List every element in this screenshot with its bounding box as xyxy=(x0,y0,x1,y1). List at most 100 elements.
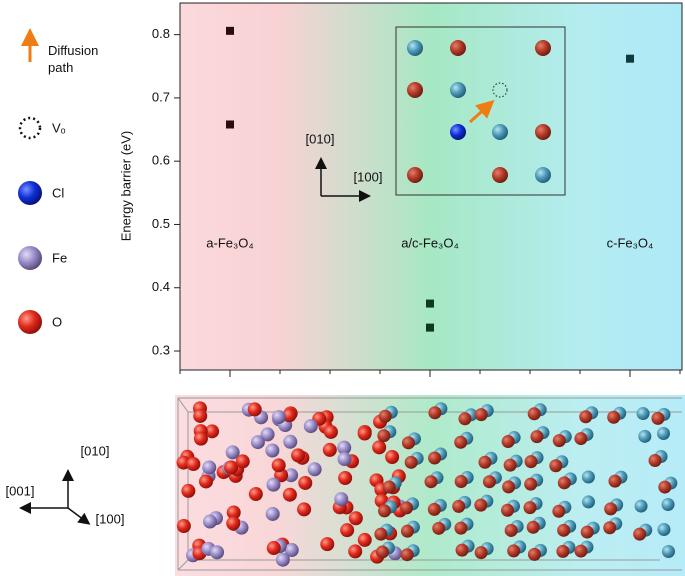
atom xyxy=(552,434,566,448)
atom xyxy=(579,410,593,424)
atom xyxy=(504,523,518,537)
y-tick-label: 0.4 xyxy=(152,279,170,294)
atom xyxy=(556,544,570,558)
data-point xyxy=(226,120,234,129)
atom xyxy=(535,40,551,56)
atom xyxy=(283,434,298,449)
legend-vacancy xyxy=(18,116,42,140)
y-tick-label: 0.6 xyxy=(152,153,170,168)
atom xyxy=(400,501,414,515)
atom xyxy=(535,167,551,183)
atom xyxy=(250,435,265,450)
atom xyxy=(323,424,338,439)
atom xyxy=(193,431,208,446)
structure-axis-label: [001] xyxy=(6,483,35,498)
atom xyxy=(291,448,306,463)
legend-label: Fe xyxy=(52,250,67,265)
atom xyxy=(608,474,622,488)
category-label: a-Fe₃O₄ xyxy=(206,235,253,250)
atom xyxy=(375,545,389,559)
inset-axis-label: [100] xyxy=(354,169,383,184)
atom xyxy=(530,430,544,444)
atom xyxy=(492,124,508,140)
atom xyxy=(377,429,391,443)
atom xyxy=(478,455,492,469)
atom xyxy=(552,504,566,518)
atom xyxy=(656,426,670,440)
atom xyxy=(557,523,571,537)
atom xyxy=(348,544,363,559)
data-point xyxy=(626,54,634,63)
atom xyxy=(454,475,468,489)
atom xyxy=(407,40,423,56)
inset-axis-label: [010] xyxy=(306,131,335,146)
atom xyxy=(474,546,488,560)
atom xyxy=(452,499,466,513)
atom xyxy=(651,411,665,425)
atom xyxy=(603,521,617,535)
atom xyxy=(266,477,281,492)
atom xyxy=(248,487,263,502)
atom xyxy=(378,409,392,423)
atom xyxy=(226,505,241,520)
atom xyxy=(275,552,290,567)
atom xyxy=(284,543,299,558)
atom xyxy=(322,442,337,457)
atom xyxy=(404,455,418,469)
structure-axis-label: [100] xyxy=(96,511,125,526)
atom xyxy=(357,426,372,441)
atom xyxy=(357,532,372,547)
atom xyxy=(454,521,468,535)
atom xyxy=(338,470,353,485)
atom xyxy=(282,487,297,502)
atom xyxy=(235,454,250,469)
atom xyxy=(271,458,286,473)
atom xyxy=(607,410,621,424)
atom xyxy=(527,547,541,561)
atom xyxy=(474,408,488,422)
atom xyxy=(492,167,508,183)
atom xyxy=(557,476,571,490)
atom xyxy=(574,544,588,558)
atom xyxy=(284,468,299,483)
atom xyxy=(580,525,594,539)
data-point xyxy=(226,26,234,35)
atom xyxy=(401,436,415,450)
atom xyxy=(474,498,488,512)
diffusion-arrow xyxy=(468,99,495,124)
atom xyxy=(340,523,355,538)
atom xyxy=(407,82,423,98)
atom xyxy=(266,541,281,556)
atom xyxy=(633,527,647,541)
atom xyxy=(549,459,563,473)
atom xyxy=(523,501,537,515)
atom xyxy=(658,480,672,494)
atom xyxy=(348,511,363,526)
plot-background xyxy=(180,3,682,370)
atom xyxy=(482,475,496,489)
y-axis-title: Energy barrier (eV) xyxy=(118,131,133,242)
structure-atoms xyxy=(176,401,678,567)
atom xyxy=(432,521,446,535)
atom xyxy=(638,429,652,443)
atom xyxy=(337,452,352,467)
atom xyxy=(502,480,516,494)
atom xyxy=(507,544,521,558)
atom xyxy=(524,477,538,491)
inset-frame xyxy=(395,26,566,196)
atom xyxy=(372,440,387,455)
atom xyxy=(224,460,239,475)
atom xyxy=(657,522,671,536)
atom xyxy=(202,514,217,529)
atom xyxy=(574,432,588,446)
atom xyxy=(648,454,662,468)
atom xyxy=(334,492,349,507)
legend-atom xyxy=(18,310,42,334)
data-point xyxy=(426,323,434,332)
atom xyxy=(210,545,225,560)
atom xyxy=(400,524,414,538)
atom xyxy=(450,82,466,98)
legend-label: Diffusion path xyxy=(48,43,99,75)
atom xyxy=(176,519,191,534)
